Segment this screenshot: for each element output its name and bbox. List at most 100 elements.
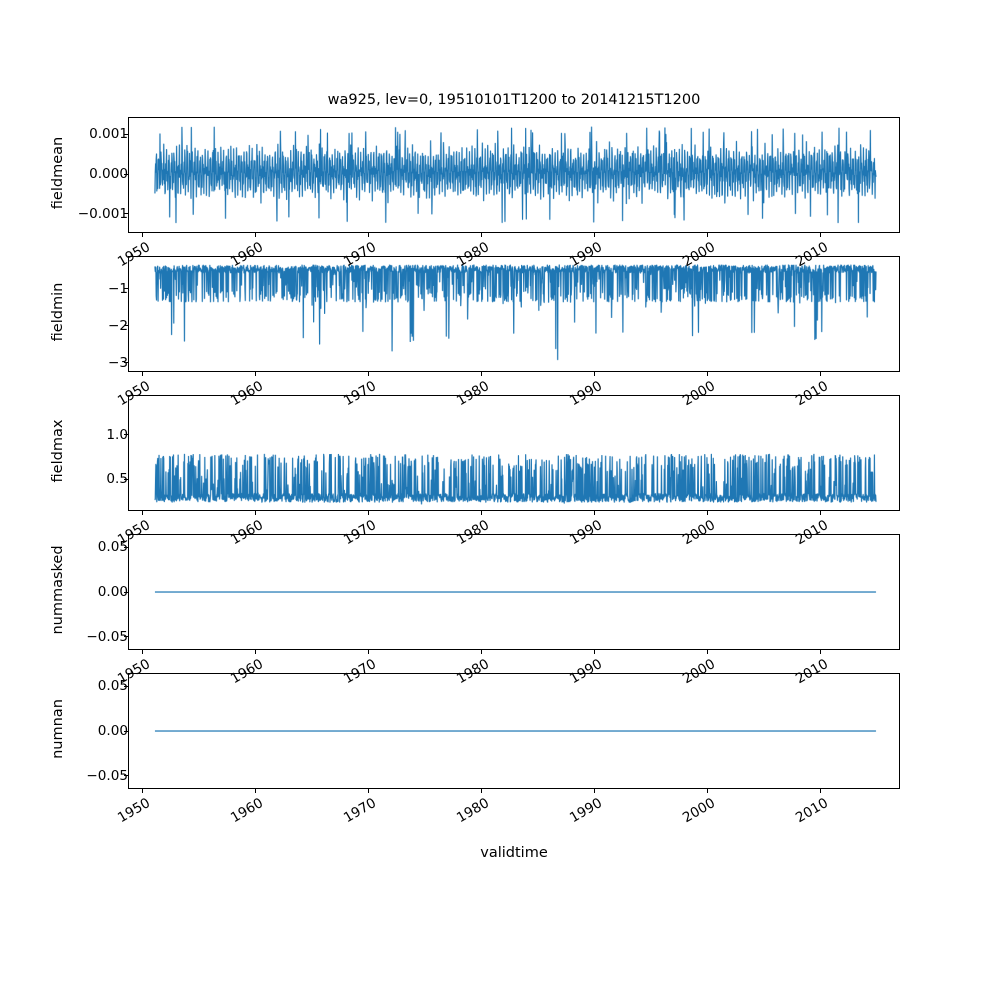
y-tick-labels-fieldmin: −1 −2 −3 (0, 0, 128, 1000)
x-tick-label: 1970 (340, 795, 379, 827)
x-tick-label: 2010 (792, 239, 831, 271)
x-tick-mark (707, 789, 709, 793)
x-tick-mark (142, 650, 144, 654)
x-tick-mark (368, 511, 370, 515)
x-tick-mark (255, 372, 257, 376)
plot-area-fieldmax (129, 396, 899, 510)
x-tick-mark (481, 372, 483, 376)
y-tick-label: 0.5 (106, 471, 128, 488)
x-tick-mark (142, 372, 144, 376)
x-tick-label: 1980 (453, 656, 492, 688)
x-tick-label: 1980 (453, 517, 492, 549)
x-tick-mark (481, 789, 483, 793)
y-tick-mark (124, 362, 128, 364)
y-tick-mark (124, 434, 128, 436)
x-tick-mark (594, 789, 596, 793)
x-tick-mark (820, 511, 822, 515)
x-tick-mark (481, 511, 483, 515)
y-tick-label: −0.05 (86, 767, 128, 784)
x-tick-label: 1950 (114, 517, 153, 549)
x-tick-label: 1950 (114, 378, 153, 410)
x-tick-label: 1950 (114, 239, 153, 271)
x-tick-label: 1950 (114, 795, 153, 827)
y-tick-mark (124, 213, 128, 215)
y-tick-label: 0.000 (89, 166, 128, 182)
x-tick-mark (142, 789, 144, 793)
x-tick-label: 1990 (566, 656, 605, 688)
y-tick-label: −1 (107, 280, 128, 297)
x-tick-mark (255, 233, 257, 237)
plot-area-fieldmean (129, 118, 899, 232)
y-tick-mark (124, 636, 128, 638)
x-tick-mark (481, 650, 483, 654)
plot-area-fieldmin (129, 257, 899, 371)
y-tick-labels-fieldmean: 0.001 0.000 −0.001 (0, 0, 128, 1000)
x-tick-mark (594, 511, 596, 515)
x-tick-label: 1980 (453, 239, 492, 271)
y-tick-label: 0.05 (97, 539, 128, 556)
x-tick-label: 1990 (566, 239, 605, 271)
subplot-fieldmean (128, 117, 900, 233)
x-tick-label: 2000 (679, 795, 718, 827)
x-tick-mark (255, 511, 257, 515)
y-tick-labels-nummasked: 0.05 0.00 −0.05 (0, 0, 128, 1000)
x-tick-label: 2000 (679, 239, 718, 271)
x-tick-mark (820, 789, 822, 793)
x-tick-mark (594, 372, 596, 376)
x-tick-label: 1970 (340, 378, 379, 410)
x-tick-label: 1980 (453, 795, 492, 827)
y-tick-mark (124, 325, 128, 327)
x-tick-label: 1960 (227, 239, 266, 271)
y-tick-label: −0.05 (86, 628, 128, 645)
x-tick-mark (368, 789, 370, 793)
y-tick-label: 0.00 (97, 723, 128, 739)
x-tick-label: 2000 (679, 378, 718, 410)
x-axis-label: validtime (480, 845, 548, 861)
x-tick-label: 2010 (792, 517, 831, 549)
y-tick-mark (124, 775, 128, 777)
x-tick-mark (481, 233, 483, 237)
y-tick-mark (124, 546, 128, 548)
y-tick-labels-numnan: 0.05 0.00 −0.05 (0, 0, 128, 1000)
x-tick-label: 1970 (340, 517, 379, 549)
x-tick-mark (368, 650, 370, 654)
x-tick-mark (594, 233, 596, 237)
x-tick-label: 2010 (792, 795, 831, 827)
y-tick-label: −0.001 (77, 205, 128, 222)
y-tick-label: 1.0 (106, 426, 128, 443)
y-tick-mark (124, 478, 128, 480)
x-tick-mark (707, 511, 709, 515)
x-tick-mark (820, 650, 822, 654)
x-tick-label: 1960 (227, 795, 266, 827)
x-tick-label: 2010 (792, 378, 831, 410)
x-tick-label: 1960 (227, 656, 266, 688)
x-tick-label: 1980 (453, 378, 492, 410)
subplot-nummasked (128, 534, 900, 650)
y-tick-label: 0.05 (97, 678, 128, 695)
y-tick-mark (124, 133, 128, 135)
x-tick-label: 1970 (340, 656, 379, 688)
y-tick-mark (124, 685, 128, 687)
y-tick-label: 0.00 (97, 584, 128, 600)
x-tick-label: 1990 (566, 517, 605, 549)
x-tick-label: 1990 (566, 378, 605, 410)
y-tick-label: −3 (107, 354, 128, 371)
x-tick-mark (707, 233, 709, 237)
x-tick-label: 2010 (792, 656, 831, 688)
x-tick-label: 2000 (679, 656, 718, 688)
x-tick-mark (707, 650, 709, 654)
y-tick-mark (124, 173, 128, 175)
x-tick-mark (368, 372, 370, 376)
y-tick-mark (124, 730, 128, 732)
x-tick-mark (820, 233, 822, 237)
x-tick-mark (255, 789, 257, 793)
x-tick-label: 1950 (114, 656, 153, 688)
subplot-numnan (128, 673, 900, 789)
x-tick-mark (142, 233, 144, 237)
y-tick-label: 0.001 (89, 126, 128, 143)
subplot-fieldmin (128, 256, 900, 372)
x-tick-label: 1970 (340, 239, 379, 271)
x-tick-mark (255, 650, 257, 654)
plot-area-nummasked (129, 535, 899, 649)
